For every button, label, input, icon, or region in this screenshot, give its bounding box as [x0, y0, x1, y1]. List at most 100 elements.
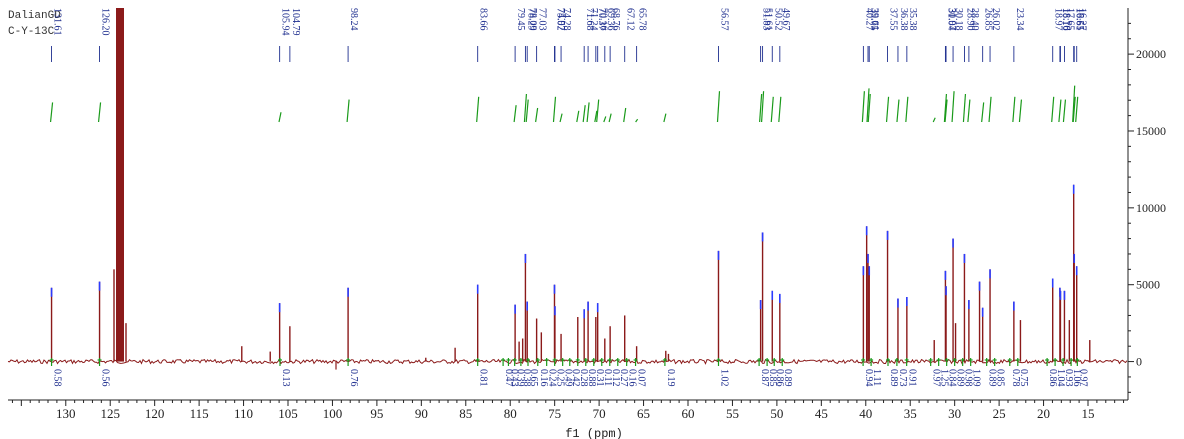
integral-mark — [943, 93, 948, 123]
integral-mark — [944, 99, 948, 123]
integral-label: 0.97 — [1077, 369, 1088, 387]
integral-label: 1.25 — [939, 369, 950, 387]
integral-mark — [1072, 96, 1076, 123]
integral-label: 0.87 — [759, 369, 770, 387]
integral-label: 0.11 — [602, 369, 613, 386]
integral-mark — [1058, 99, 1062, 123]
x-tick-label: 45 — [815, 406, 828, 421]
peak-label: 75.02 — [554, 8, 565, 31]
header-line-1: DalianGD — [8, 10, 61, 22]
integral-label: 0.73 — [897, 369, 908, 387]
integral-label: 0.93 — [1063, 369, 1074, 387]
integral-label: 0.49 — [563, 369, 574, 387]
integral-label: 0.85 — [767, 369, 778, 387]
peak-label: 83.66 — [478, 8, 489, 31]
y-tick-label: 15000 — [1136, 124, 1166, 138]
integral-mark-group — [49, 85, 1079, 123]
peak-label: 16.27 — [1077, 8, 1088, 31]
peak-label: 37.55 — [888, 8, 899, 31]
integral-label: 0.84 — [947, 369, 958, 387]
integral-mark — [770, 96, 774, 123]
integral-label: 0.42 — [570, 369, 581, 387]
integral-label: 1.04 — [1055, 369, 1066, 387]
integral-mark — [663, 113, 667, 123]
integral-mark — [1062, 99, 1067, 123]
peak-label: 18.10 — [1060, 8, 1071, 31]
integral-label: 0.89 — [987, 369, 998, 387]
integral-label: 0.85 — [995, 369, 1006, 387]
integral-mark — [716, 91, 721, 123]
x-tick-label: 125 — [100, 406, 120, 421]
integral-mark — [885, 96, 890, 123]
x-tick-label: 75 — [548, 406, 561, 421]
peak-label: 16.55 — [1074, 8, 1085, 31]
integral-label: 0.75 — [1018, 369, 1029, 387]
peak-label: 35.38 — [907, 8, 918, 31]
integral-mark — [981, 102, 985, 123]
integral-label: 0.86 — [774, 369, 785, 387]
peak-label: 56.57 — [718, 8, 729, 31]
peak-label: 68.76 — [610, 8, 621, 31]
integral-label: 0.27 — [618, 369, 629, 387]
integral-mark — [278, 112, 282, 123]
integral-mark — [1012, 96, 1016, 123]
peak-label: 36.38 — [898, 8, 909, 31]
integral-mark — [635, 118, 639, 123]
integral-label: 0.12 — [610, 369, 621, 387]
integral-mark — [559, 113, 563, 123]
peak-label: 131.61 — [51, 8, 62, 36]
integral-mark — [962, 93, 967, 123]
x-axis-title: f1 (ppm) — [565, 427, 623, 439]
x-axis: 130 125 120 115 110 105 100 95 90 85 80 75 70 65 60 55 5… — [8, 399, 1128, 421]
integral-label: 0.98 — [963, 369, 974, 387]
integral-label: 0.47 — [503, 369, 514, 386]
integral-label: 0.86 — [1047, 369, 1058, 387]
integral-label: 0.58 — [52, 369, 63, 387]
integral-mark — [1051, 96, 1055, 123]
peak-label: 23.34 — [1014, 8, 1025, 31]
integral-mark — [988, 96, 992, 123]
integral-label: 0.25 — [555, 369, 566, 387]
peak-label: 65.78 — [637, 8, 648, 31]
peak-label: 39.75 — [868, 8, 879, 31]
integral-mark — [523, 93, 528, 123]
integral-mark — [759, 93, 763, 123]
x-tick-label: 15 — [1082, 406, 1095, 421]
peak-label: 39.61 — [869, 8, 880, 31]
integral-label: 0.76 — [348, 369, 359, 387]
integral-mark — [866, 88, 870, 123]
y-tick-label: 5000 — [1136, 278, 1160, 292]
x-tick-label: 105 — [278, 406, 298, 421]
integral-mark — [1018, 99, 1023, 123]
integral-mark — [596, 99, 600, 123]
integral-label: 1.11 — [871, 369, 882, 386]
integral-mark — [49, 102, 54, 123]
integral-mark — [525, 99, 529, 123]
peak-label: 74.28 — [561, 8, 572, 31]
integral-mark — [552, 96, 557, 123]
peak-label: 40.27 — [863, 8, 874, 31]
x-tick-label: 110 — [234, 406, 253, 421]
x-tick-label: 80 — [504, 406, 517, 421]
integral-label: 0.89 — [782, 369, 793, 387]
peak-label: 70.16 — [598, 8, 609, 31]
integral-label: 0.39 — [515, 369, 526, 387]
integral-mark — [576, 110, 580, 123]
peak-label-group: 131.61 126.20 105.94 104.79 98.24 83.66 79.45 7… — [51, 8, 1088, 62]
integral-label: 0.19 — [665, 369, 676, 387]
integral-mark — [97, 102, 102, 123]
integral-label: 0.88 — [586, 369, 597, 387]
peak-label: 26.02 — [990, 8, 1001, 31]
peak-label: 78.29 — [525, 8, 536, 31]
peak-label: 79.45 — [515, 8, 526, 31]
integral-label-group: 0.58 0.56 0.13 0.76 0.81 0.470.430.390.380.65… — [49, 358, 1088, 387]
integral-mark — [476, 96, 480, 123]
peak-label: 26.85 — [983, 8, 994, 31]
peak-label: 51.83 — [761, 8, 772, 31]
y-tick-label: 10000 — [1136, 201, 1166, 215]
x-tick-label: 100 — [323, 406, 343, 421]
solvent-peak — [116, 8, 124, 362]
integral-mark — [1075, 96, 1079, 123]
peak-label: 50.52 — [772, 8, 783, 31]
